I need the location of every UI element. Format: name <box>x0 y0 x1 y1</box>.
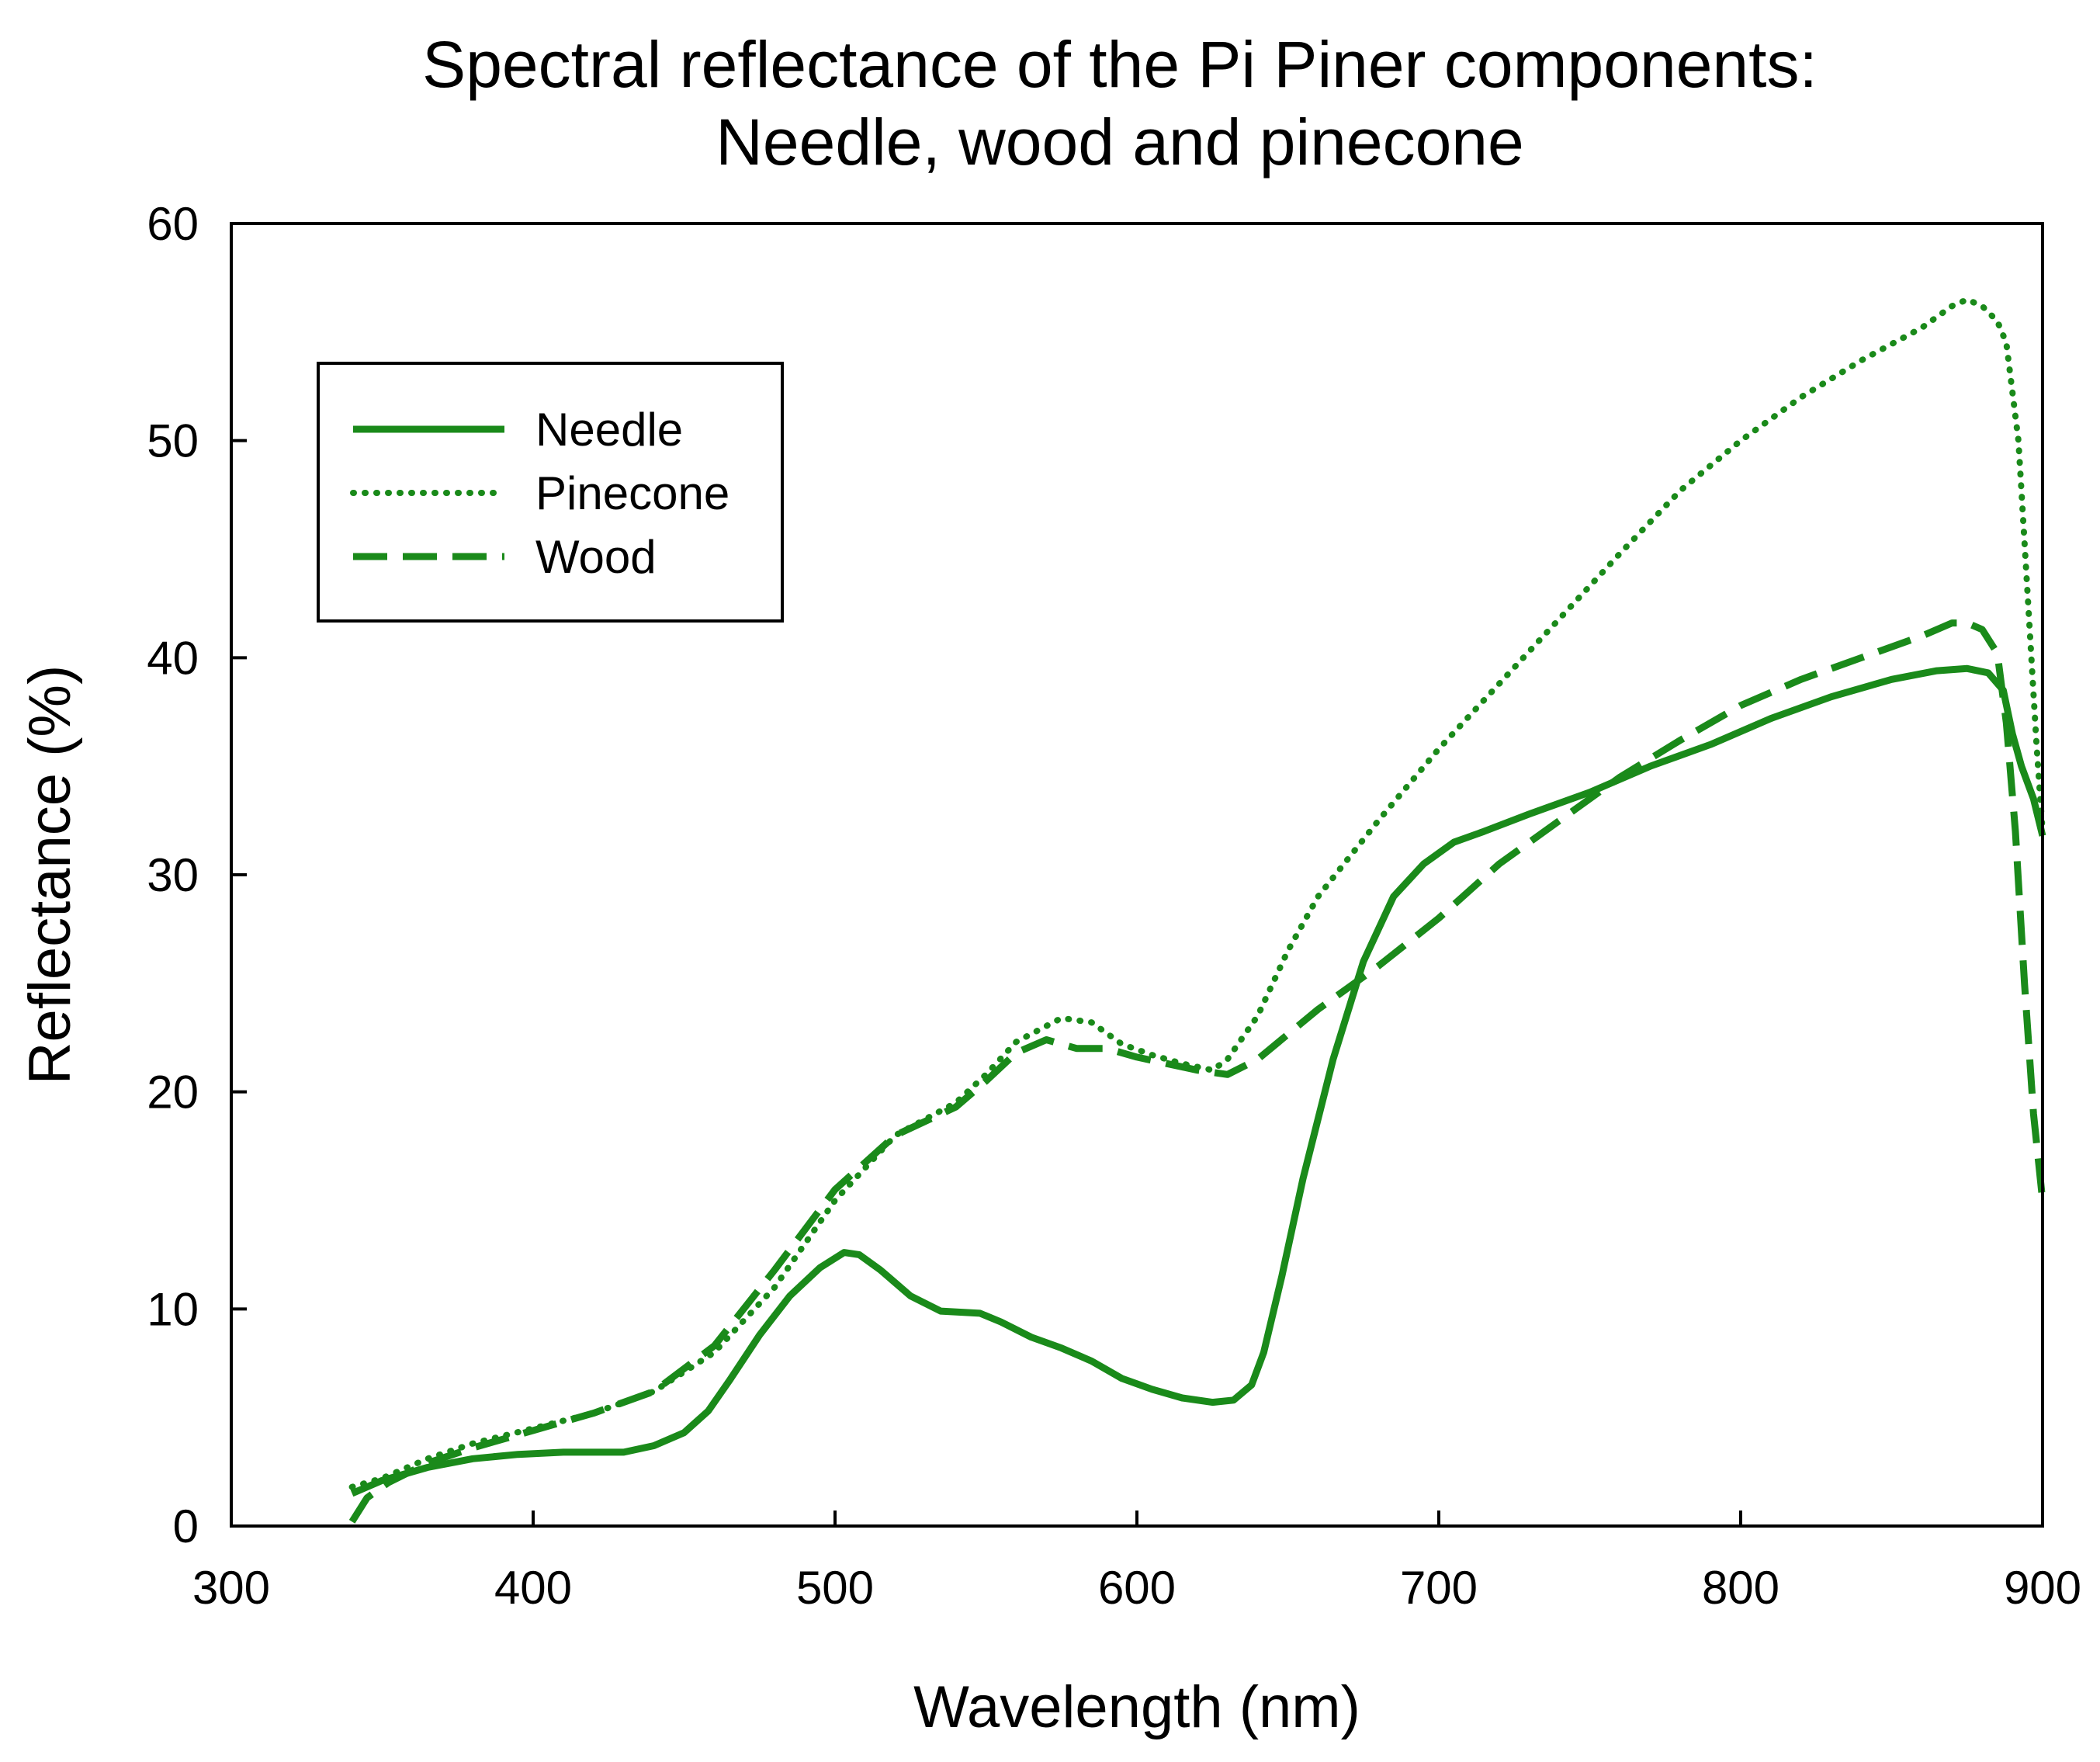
series-line-wood <box>348 619 2046 1524</box>
x-tick-label: 300 <box>192 1562 270 1614</box>
legend: Needle Pinecone Wood <box>317 362 784 623</box>
x-tick-label: 600 <box>1098 1562 1176 1614</box>
x-tick-label: 800 <box>1702 1562 1779 1614</box>
y-tick-label: 40 <box>147 632 199 684</box>
legend-label-wood: Wood <box>535 531 657 583</box>
y-tick-label: 60 <box>147 198 199 250</box>
y-axis: 0 10 20 30 40 50 60 <box>147 198 247 1552</box>
y-tick-label: 10 <box>147 1283 199 1335</box>
y-tick-label: 0 <box>173 1500 199 1552</box>
y-axis-title: Reflectance (%) <box>17 665 83 1085</box>
legend-label-needle: Needle <box>535 404 683 456</box>
x-axis: 300 400 500 600 700 800 900 <box>192 1511 2081 1614</box>
plot-lines <box>348 296 2046 1524</box>
x-tick-label: 400 <box>494 1562 572 1614</box>
x-axis-title: Wavelength (nm) <box>913 1674 1360 1740</box>
y-tick-label: 20 <box>147 1067 199 1119</box>
x-tick-label: 500 <box>796 1562 874 1614</box>
legend-label-pinecone: Pinecone <box>535 467 729 519</box>
y-tick-label: 50 <box>147 415 199 467</box>
chart-title: Spectral reflectance of the Pi Piner com… <box>422 28 1818 101</box>
x-tick-label: 700 <box>1400 1562 1478 1614</box>
x-tick-label: 900 <box>2004 1562 2081 1614</box>
legend-box <box>317 362 784 623</box>
y-tick-label: 30 <box>147 849 199 901</box>
chart-subtitle: Needle, wood and pinecone <box>716 106 1523 179</box>
series-line-needle <box>350 664 2046 1497</box>
